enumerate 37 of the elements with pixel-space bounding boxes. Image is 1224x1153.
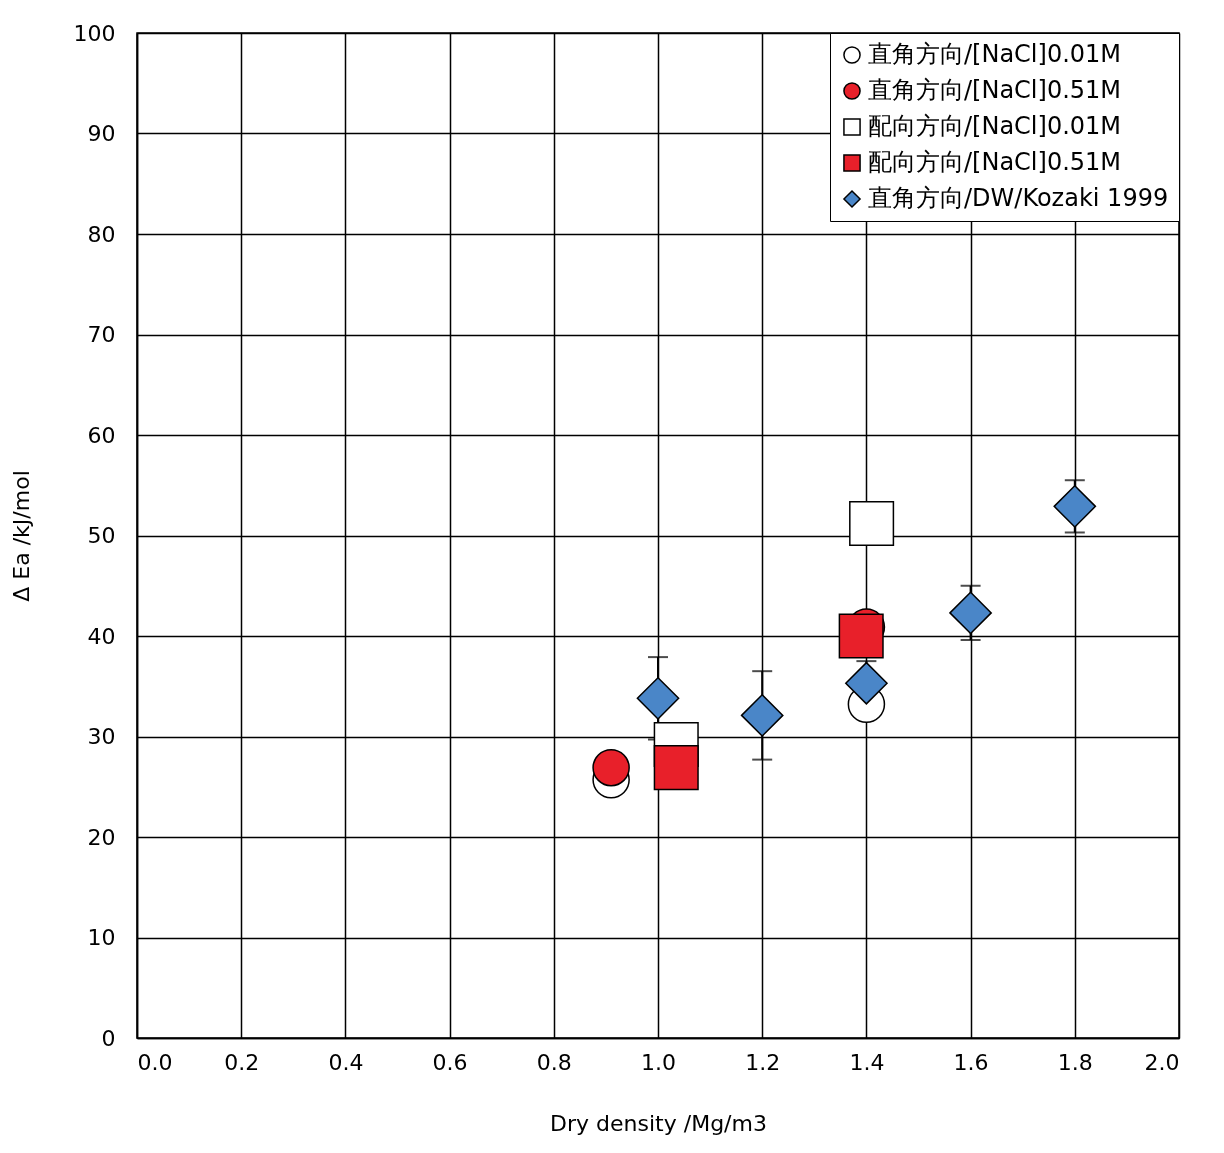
y-tick-label: 100: [73, 20, 116, 46]
legend-label: 配向方向/[NaCl]0.51M: [868, 148, 1122, 176]
y-tick-label: 10: [87, 925, 116, 950]
y-tick-label: 30: [87, 724, 116, 749]
point: [849, 500, 895, 546]
point: [845, 661, 888, 705]
x-tick-label: 0.8: [536, 1049, 572, 1075]
x-axis-title: Dry density /Mg/m3: [550, 1110, 767, 1136]
y-tick-label: 60: [87, 422, 116, 448]
y-tick-label: 0: [101, 1025, 116, 1051]
point: [1053, 484, 1097, 528]
x-tick-label: 1.8: [1057, 1049, 1093, 1075]
y-axis-title: Δ Ea /kJ/mol: [8, 470, 34, 602]
x-tick-label: 0.4: [328, 1049, 364, 1075]
legend-label: 直角方向/[NaCl]0.01M: [868, 40, 1122, 68]
y-tick-label: 20: [87, 824, 116, 850]
point: [740, 694, 784, 737]
x-tick-label: 1.0: [641, 1049, 676, 1075]
legend-label: 直角方向/[NaCl]0.51M: [868, 76, 1122, 104]
point: [636, 676, 680, 720]
x-tick-label: 0.0: [137, 1049, 173, 1075]
y-tick-label: 70: [87, 322, 116, 347]
y-tick-label: 40: [87, 623, 116, 649]
x-tick-label: 0.6: [432, 1049, 468, 1075]
point: [592, 748, 630, 787]
point: [949, 591, 992, 635]
legend-label: 配向方向/[NaCl]0.01M: [868, 112, 1122, 140]
x-tick-label: 1.6: [953, 1049, 989, 1075]
x-tick-label: 0.2: [224, 1049, 260, 1075]
point: [653, 745, 699, 791]
x-tick-label: 1.2: [745, 1049, 781, 1075]
legend-label: 直角方向/DW/Kozaki 1999: [868, 184, 1169, 212]
y-tick-label: 90: [87, 121, 116, 146]
x-tick-label: 2.0: [1144, 1049, 1180, 1075]
x-tick-label: 1.4: [849, 1049, 885, 1075]
y-tick-label: 80: [87, 221, 116, 247]
y-tick-label: 50: [87, 523, 116, 548]
